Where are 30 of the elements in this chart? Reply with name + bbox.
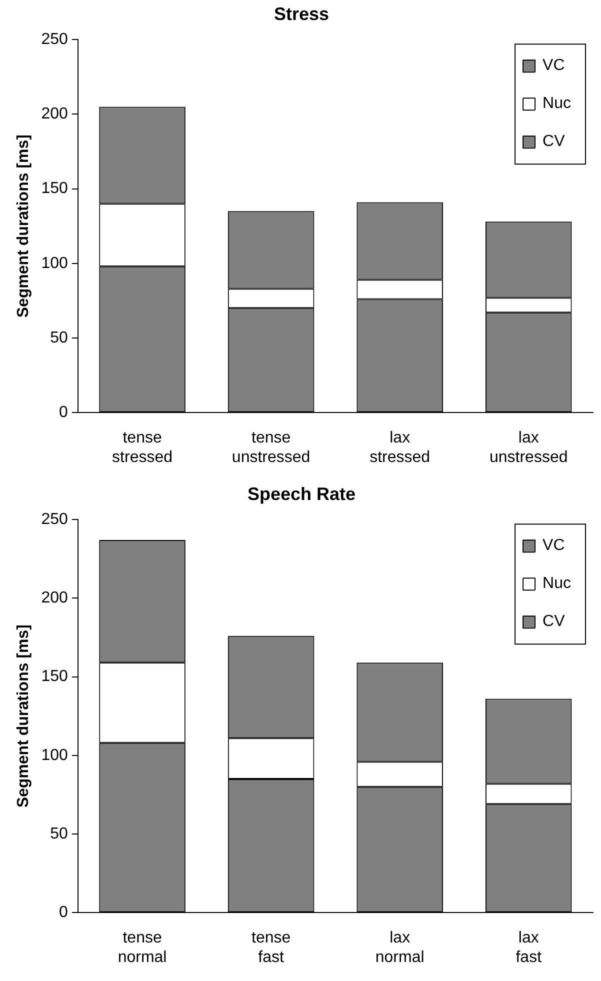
x-tick-label: tense normal	[118, 930, 167, 966]
x-tick-label: lax normal	[375, 930, 424, 966]
x-tick-label: tense fast	[251, 930, 291, 966]
x-tick-label: lax stressed	[370, 430, 430, 466]
x-tick-label: lax fast	[516, 930, 542, 966]
y-tick-label: 250	[41, 511, 68, 528]
chart-title: Stress	[274, 4, 330, 24]
y-tick-label: 100	[41, 254, 68, 272]
text: Nuc	[542, 575, 571, 592]
chart-title: Speech Rate	[247, 484, 356, 504]
y-tick-label: 250	[41, 31, 68, 48]
y-axis-title: Segment durations [ms]	[15, 134, 32, 318]
y-tick-label: 200	[41, 590, 68, 607]
y-tick-label: 50	[50, 329, 68, 346]
y-axis-title: Segment durations [ms]	[15, 624, 32, 808]
x-tick-label: tense stressed	[112, 430, 173, 466]
y-tick-label: 150	[41, 180, 68, 198]
legend-label: VC	[542, 57, 565, 74]
text: Nuc	[542, 95, 571, 112]
y-tick-label: 100	[41, 746, 68, 764]
legend-label: VC	[542, 537, 565, 554]
y-tick-label: 50	[50, 825, 68, 842]
x-tick-label: tense unstressed	[232, 430, 310, 466]
y-tick-label: 0	[58, 404, 68, 422]
y-tick-label: 150	[41, 668, 68, 686]
legend-label: CV	[542, 613, 566, 630]
y-tick-label: 0	[58, 904, 68, 922]
legend-label: CV	[542, 133, 566, 150]
y-tick-label: 200	[41, 106, 68, 123]
x-tick-label: lax unstressed	[489, 430, 568, 466]
